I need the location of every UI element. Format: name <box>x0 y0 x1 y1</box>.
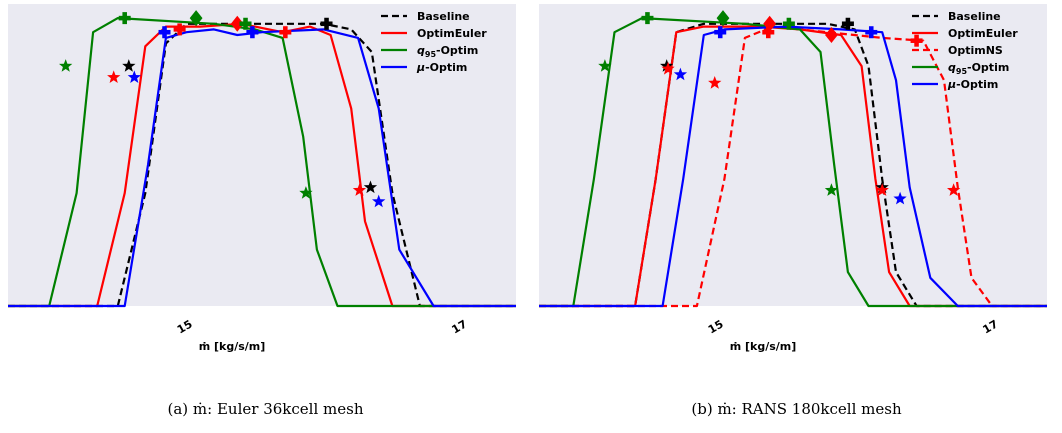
chart-panel-b: 15 17 ṁ [kg/s/m] Baseline OptimEuler OptimNS q… <box>531 0 1062 433</box>
x-tick-label-0: 15 <box>175 318 195 337</box>
legend-label-1: OptimEuler <box>948 27 1018 40</box>
plus-marker-1-1 <box>279 26 292 39</box>
diamond-marker-3-0 <box>716 10 730 27</box>
legend-label-4: μ-Optim <box>947 78 998 91</box>
plot-background <box>539 4 1047 306</box>
star-marker-0-0 <box>660 59 674 72</box>
star-marker-1-0 <box>661 61 675 75</box>
chart-a: 15 17 ṁ [kg/s/m] Baseline OptimEuler q95-Opti… <box>8 4 516 353</box>
plus-marker-2-0 <box>910 34 923 47</box>
star-marker-1-0 <box>107 70 121 83</box>
star-marker-4-1 <box>893 191 907 205</box>
diamond-marker-1-0 <box>230 15 244 32</box>
legend-label-3: q95-Optim <box>948 61 1009 76</box>
star-marker-3-1 <box>372 194 386 208</box>
plus-marker-1-0 <box>762 26 775 39</box>
star-marker-3-0 <box>598 59 612 72</box>
x-tick-label-1: 17 <box>449 318 469 337</box>
x-tick-label-1: 17 <box>980 318 1000 337</box>
diamond-marker-1-0 <box>763 15 777 32</box>
plus-marker-4-1 <box>865 26 878 39</box>
star-marker-2-1 <box>947 183 961 196</box>
star-marker-2-0 <box>708 76 722 89</box>
plus-marker-2-0 <box>118 12 131 25</box>
plus-marker-2-1 <box>239 17 252 30</box>
star-marker-1-1 <box>875 183 889 196</box>
legend-label-2: OptimNS <box>948 44 1003 57</box>
x-tick-label-0: 15 <box>706 318 726 337</box>
x-axis-label: ṁ [kg/s/m] <box>730 340 797 353</box>
star-marker-2-0 <box>59 59 73 72</box>
chart-panel-a: 15 17 ṁ [kg/s/m] Baseline OptimEuler q95-Opti… <box>8 4 516 418</box>
legend-label-1: OptimEuler <box>417 27 487 40</box>
plus-marker-0-0 <box>841 17 854 30</box>
x-axis-label: ṁ [kg/s/m] <box>199 340 266 353</box>
series-line-4 <box>539 25 1047 308</box>
plot-background <box>8 4 516 306</box>
plus-marker-3-0 <box>641 12 654 25</box>
series-line-1 <box>8 22 516 308</box>
legend-label-0: Baseline <box>417 10 470 23</box>
plus-marker-1-0 <box>173 23 186 36</box>
diamond-marker-2-0 <box>189 10 203 27</box>
plus-marker-0-0 <box>320 17 333 30</box>
legend-label-2: q95-Optim <box>417 44 478 59</box>
caption-b: (b) ṁ: RANS 180kcell mesh <box>691 400 902 418</box>
star-marker-3-1 <box>824 183 839 196</box>
legend-label-3: μ-Optim <box>416 61 467 74</box>
series-line-0 <box>8 22 516 308</box>
star-marker-4-0 <box>673 67 688 81</box>
star-marker-2-1 <box>299 186 313 199</box>
star-marker-3-0 <box>127 70 141 83</box>
plus-marker-3-1 <box>782 17 795 30</box>
plus-marker-3-1 <box>246 26 259 39</box>
star-marker-1-1 <box>352 183 367 196</box>
plus-marker-3-0 <box>158 26 171 39</box>
caption-a: (a) ṁ: Euler 36kcell mesh <box>167 400 364 418</box>
chart-b: 15 17 ṁ [kg/s/m] Baseline OptimEuler OptimNS q… <box>539 4 1047 353</box>
diamond-marker-1-1 <box>825 27 838 44</box>
legend-label-0: Baseline <box>948 10 1001 23</box>
star-marker-0-0 <box>122 59 136 72</box>
series-line-2 <box>539 25 1047 308</box>
star-marker-0-1 <box>363 180 378 194</box>
plus-marker-4-0 <box>714 26 727 39</box>
